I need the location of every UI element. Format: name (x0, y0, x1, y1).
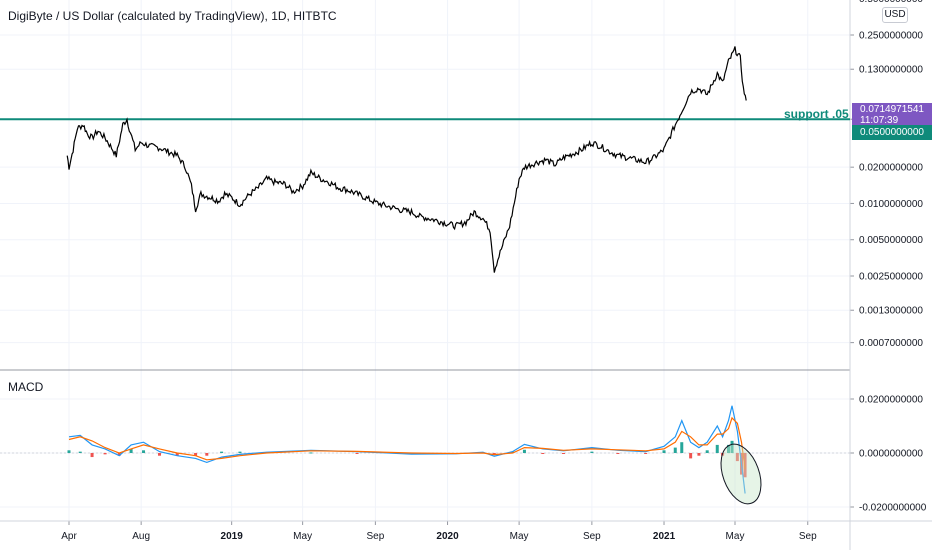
histogram-bar (129, 448, 133, 453)
time-tick-label: May (293, 531, 312, 542)
price-tick-label: 0.1300000000 (859, 65, 923, 76)
histogram-bar (735, 453, 739, 462)
macd-tick-label: -0.0200000000 (859, 503, 927, 514)
grid-lines (0, 0, 850, 521)
time-tick-label: 2021 (653, 531, 676, 542)
chart-title: DigiByte / US Dollar (calculated by Trad… (8, 9, 337, 23)
histogram-bar (689, 453, 693, 459)
price-tick-label: 0.0025000000 (859, 272, 923, 283)
histogram-bar (309, 452, 313, 454)
price-series-line (66, 46, 747, 273)
macd-tick-label: 0.0200000000 (859, 395, 923, 406)
macd-tick-label: 0.0000000000 (859, 449, 923, 460)
histogram-bar (220, 451, 224, 453)
macd-indicator-label[interactable]: MACD (8, 380, 44, 394)
time-axis: Apr Aug 2019 May Sep 2020 May Sep 2021 May Sep (61, 521, 817, 542)
histogram-bar (730, 440, 734, 453)
histogram-bar (117, 453, 121, 456)
histogram-bar (561, 453, 565, 454)
histogram-bar (697, 453, 701, 456)
histogram-bar (175, 453, 179, 456)
time-tick-label: May (726, 531, 745, 542)
currency-badge[interactable]: USD (882, 7, 908, 23)
macd-histogram (67, 440, 747, 478)
histogram-bar (522, 449, 526, 453)
histogram-bar (616, 453, 620, 454)
price-axis: 0.50000000000.25000000000.13000000000.05… (850, 0, 923, 349)
histogram-bar (194, 453, 198, 456)
time-tick-label: May (510, 531, 529, 542)
price-tick-label: 0.0050000000 (859, 235, 923, 246)
histogram-bar (705, 450, 709, 453)
support-annotation[interactable]: support .05 (784, 107, 849, 121)
price-tick-label: 0.0013000000 (859, 306, 923, 317)
histogram-bar (715, 444, 719, 453)
histogram-bar (157, 453, 161, 456)
histogram-bar (590, 451, 594, 453)
macd-line (68, 405, 746, 494)
last-price-tag: 0.0714971541 11:07:39 (852, 103, 932, 126)
histogram-bar (726, 444, 730, 453)
time-tick-label: 2020 (436, 531, 459, 542)
signal-line (68, 416, 746, 470)
histogram-bar (103, 453, 107, 455)
time-tick-label: 2019 (221, 531, 244, 542)
histogram-bar (142, 450, 146, 453)
time-tick-label: Sep (583, 531, 601, 542)
histogram-bar (238, 451, 242, 453)
annotation-ellipse[interactable] (713, 439, 768, 510)
macd-axis: 0.0200000000 0.0000000000 -0.0200000000 (850, 395, 927, 514)
time-tick-label: Apr (61, 531, 77, 542)
histogram-bar (205, 453, 209, 456)
histogram-bar (355, 453, 359, 454)
last-price-value: 0.0714971541 (860, 104, 924, 115)
histogram-bar (662, 450, 666, 453)
bar-countdown: 11:07:39 (860, 115, 899, 126)
price-tick-label: 0.2500000000 (859, 31, 923, 42)
histogram-bar (680, 442, 684, 453)
histogram-bar (67, 450, 71, 453)
time-tick-label: Sep (366, 531, 384, 542)
histogram-bar (492, 453, 496, 455)
time-tick-label: Aug (132, 531, 150, 542)
support-price-label: 0.0500000000 (852, 125, 932, 140)
histogram-bar (644, 453, 648, 454)
price-tick-label: 0.0100000000 (859, 199, 923, 210)
time-tick-label: Sep (799, 531, 817, 542)
price-tick-label: 0.0200000000 (859, 163, 923, 174)
histogram-bar (673, 447, 677, 453)
histogram-bar (511, 451, 515, 453)
histogram-bar (90, 453, 94, 458)
histogram-bar (78, 451, 82, 453)
price-tick-label: 0.0007000000 (859, 338, 923, 349)
histogram-bar (541, 453, 545, 454)
